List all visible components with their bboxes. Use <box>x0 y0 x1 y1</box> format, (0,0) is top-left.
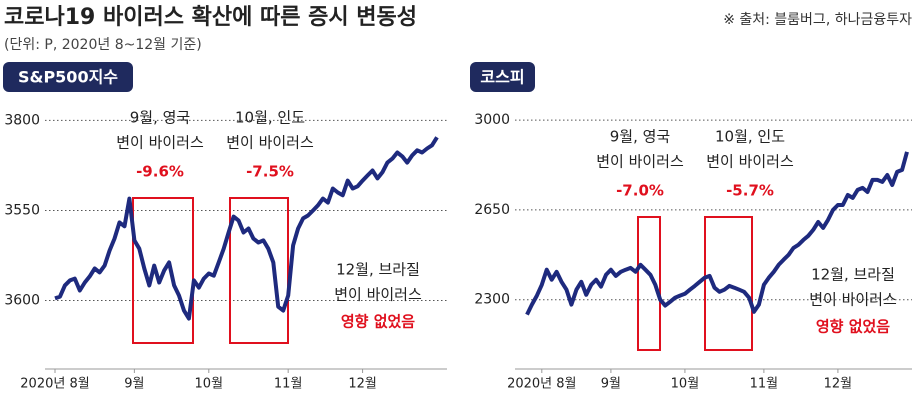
x-tick-label: 12월 <box>824 377 853 392</box>
y-tick-label: 3550 <box>4 202 40 218</box>
y-tick-label: 3800 <box>4 112 40 128</box>
panel-label: S&P500지수 <box>18 68 118 87</box>
highlight-box <box>637 216 661 351</box>
line-series <box>525 151 909 316</box>
panel-label: 코스피 <box>480 68 524 87</box>
x-tick-label: 2020년 8월 <box>507 377 576 392</box>
y-tick-label: 2300 <box>474 292 510 308</box>
note: 12월, 브라질 <box>336 261 420 279</box>
highlight-box <box>229 197 289 344</box>
x-tick-label: 9월 <box>124 377 144 392</box>
annotation: 10월, 인도 <box>235 109 305 127</box>
subtitle: (단위: P, 2020년 8~12월 기준) <box>4 37 202 53</box>
annotation-change: -7.0% <box>616 182 664 200</box>
annotation: 변이 바이러스 <box>596 153 684 171</box>
annotation: 변이 바이러스 <box>116 134 204 152</box>
highlight-box <box>704 216 753 351</box>
source: ※ 출처: 블룸버그, 하나금융투자 <box>723 12 912 28</box>
highlight-box <box>132 197 194 344</box>
x-tick-label: 10월 <box>195 377 224 392</box>
note: 12월, 브라질 <box>811 266 895 284</box>
line-series <box>54 136 439 321</box>
annotation: 변이 바이러스 <box>226 134 314 152</box>
annotation: 9월, 영국 <box>610 128 671 146</box>
x-tick-label: 11월 <box>274 377 303 392</box>
annotation: 변이 바이러스 <box>706 153 794 171</box>
panel-badge <box>3 62 133 92</box>
annotation: 10월, 인도 <box>715 128 785 146</box>
annotation: 9월, 영국 <box>130 109 191 127</box>
y-tick-label: 3000 <box>474 112 510 128</box>
annotation-change: -9.6% <box>136 163 184 181</box>
x-tick-label: 11월 <box>750 377 779 392</box>
y-tick-label: 3600 <box>4 293 40 309</box>
panel-badge <box>470 62 535 92</box>
x-tick-label: 2020년 8월 <box>20 377 89 392</box>
annotation-change: -5.7% <box>726 182 774 200</box>
note: 변이 바이러스 <box>809 291 897 309</box>
annotation-change: -7.5% <box>246 163 294 181</box>
x-tick-label: 9월 <box>601 377 621 392</box>
x-tick-label: 10월 <box>671 377 700 392</box>
y-tick-label: 2650 <box>474 202 510 218</box>
title: 코로나19 바이러스 확산에 따른 증시 변동성 <box>4 5 417 30</box>
note-highlight: 영향 없었음 <box>816 318 890 336</box>
note: 변이 바이러스 <box>334 286 422 304</box>
note-highlight: 영향 없었음 <box>341 313 415 331</box>
x-tick-label: 12월 <box>348 377 377 392</box>
